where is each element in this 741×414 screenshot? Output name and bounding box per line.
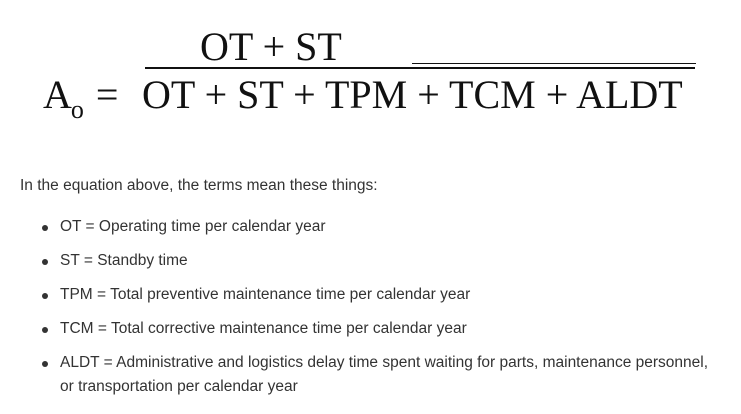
equation-lhs: Ao = — [43, 72, 119, 124]
list-item: OT = Operating time per calendar year — [42, 215, 720, 239]
intro-text: In the equation above, the terms mean th… — [20, 177, 378, 194]
list-item: ALDT = Administrative and logistics dela… — [42, 351, 720, 399]
terms-list: OT = Operating time per calendar year ST… — [42, 215, 720, 409]
equation-equals-sign: = — [95, 72, 119, 117]
equation-lhs-symbol: A — [43, 72, 72, 117]
equation-lhs-subscript: o — [70, 95, 84, 124]
equation-underscore-line — [412, 63, 696, 64]
availability-equation: OT + ST Ao = OT + ST + TPM + TCM + ALDT — [0, 0, 741, 130]
list-item: TPM = Total preventive maintenance time … — [42, 283, 720, 307]
list-item: TCM = Total corrective maintenance time … — [42, 317, 720, 341]
list-item: ST = Standby time — [42, 249, 720, 273]
equation-fraction-bar — [145, 67, 695, 69]
equation-numerator: OT + ST — [200, 24, 342, 69]
equation-denominator: OT + ST + TPM + TCM + ALDT — [142, 72, 683, 117]
